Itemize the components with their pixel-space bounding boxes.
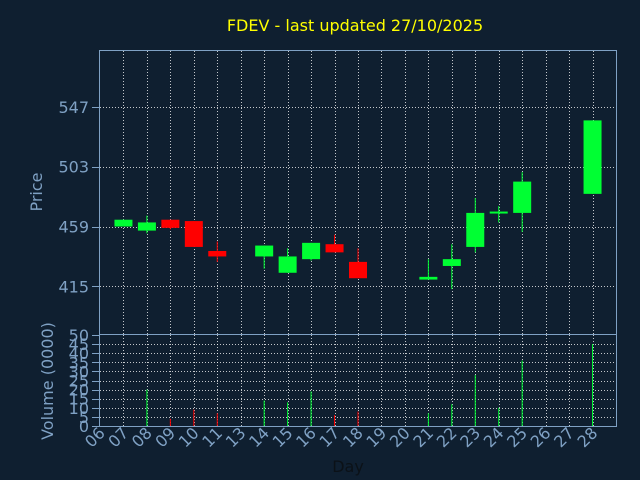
volume-plot-area — [99, 334, 617, 427]
candle-body — [208, 251, 227, 257]
candle-body — [137, 222, 156, 231]
candle-body — [325, 244, 344, 253]
volume-axis-label: Volume (0000) — [38, 322, 57, 440]
candles — [114, 120, 602, 290]
x-tick-labels: 0607080910111314151617181920212223242526… — [81, 423, 601, 451]
price-tick-labels: 415 459 503 547 — [58, 98, 99, 296]
price-tick-label: 503 — [58, 158, 89, 177]
candle-body — [255, 245, 274, 257]
candle-body — [419, 276, 438, 280]
volume-tick-label: 10 — [69, 399, 89, 418]
volume-tick-label: 20 — [69, 381, 89, 400]
volume-tick-label: 40 — [69, 344, 89, 363]
x-tick-label: 28 — [574, 423, 602, 451]
candle-body — [184, 221, 203, 247]
candle-body — [442, 259, 461, 266]
chart-title: FDEV - last updated 27/10/2025 — [227, 16, 483, 35]
candle-body — [513, 181, 532, 213]
price-tick-label: 547 — [58, 98, 89, 117]
volume-tick-label: 15 — [69, 390, 89, 409]
volume-bars — [146, 344, 594, 426]
candle-body — [583, 120, 602, 194]
price-tick-label: 459 — [58, 218, 89, 237]
candle-body — [466, 212, 485, 247]
candle-body — [489, 211, 508, 214]
candle-body — [114, 219, 133, 227]
volume-tick-label: 0 — [79, 417, 89, 436]
volume-tick-label: 45 — [69, 335, 89, 354]
candle-body — [302, 242, 321, 260]
candle-body — [161, 219, 180, 228]
candle-body — [278, 256, 297, 273]
candle-body — [349, 261, 367, 279]
volume-tick-label: 25 — [69, 372, 89, 391]
volume-tick-label: 30 — [69, 362, 89, 381]
price-axis-label: Price — [27, 172, 46, 211]
volume-tick-label: 50 — [69, 326, 89, 345]
volume-tick-label: 5 — [79, 408, 89, 427]
volume-tick-label: 35 — [69, 353, 89, 372]
price-tick-label: 415 — [58, 277, 89, 296]
x-axis-label: Day — [332, 457, 364, 476]
grid-lines — [100, 51, 616, 426]
